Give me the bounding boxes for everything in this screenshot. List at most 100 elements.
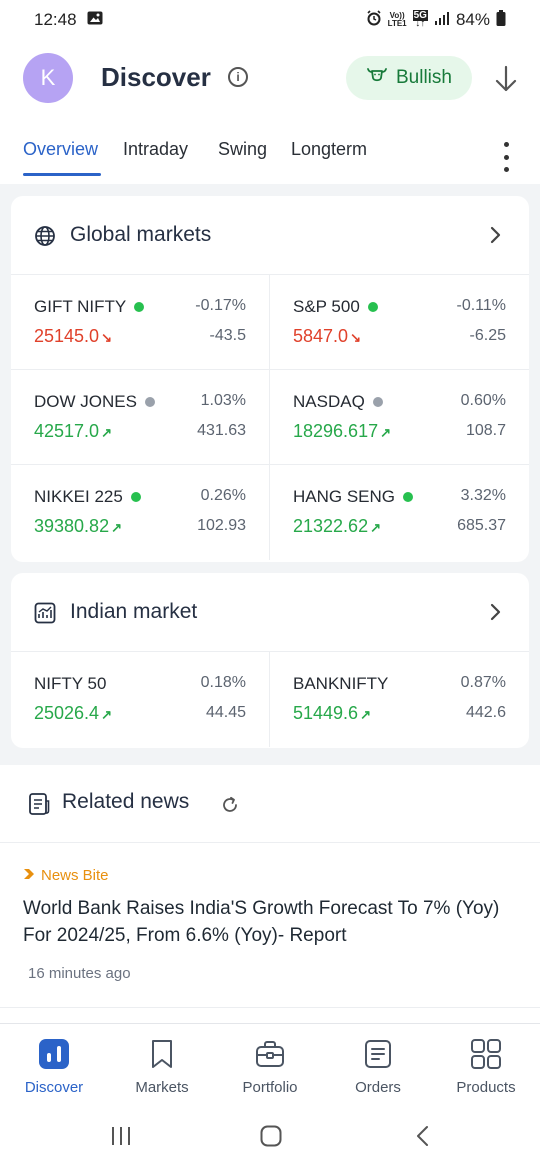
grid-icon bbox=[470, 1038, 502, 1070]
market-open-dot bbox=[403, 491, 414, 502]
status-time: 12:48 bbox=[34, 10, 77, 29]
market-open-dot bbox=[134, 301, 145, 312]
nav-discover[interactable]: Discover bbox=[0, 1038, 108, 1108]
market-cell-dow-jones[interactable]: DOW JONES 42517.0 ↗ 1.03% 431.63 bbox=[11, 370, 270, 465]
market-cell-gift-nifty[interactable]: GIFT NIFTY 25145.0 ↘ -0.17% -43.5 bbox=[11, 275, 270, 370]
indian-market-header[interactable]: Indian market bbox=[11, 573, 529, 652]
market-cell-banknifty[interactable]: BANKNIFTY 51449.6 ↗ 0.87% 442.6 bbox=[270, 652, 529, 747]
indian-market-title: Indian market bbox=[70, 600, 198, 623]
related-news-section: Related news News Bite World Bank Raises… bbox=[0, 765, 540, 1023]
network-gen-indicator: 5G ↓↑ bbox=[412, 10, 428, 29]
market-open-dot bbox=[367, 301, 378, 312]
divider bbox=[0, 1007, 540, 1008]
tab-swing[interactable]: Swing bbox=[218, 139, 268, 159]
trend-down-icon: ↘ bbox=[101, 330, 112, 345]
nav-portfolio[interactable]: Portfolio bbox=[216, 1038, 324, 1108]
market-abs-change: 44.45 bbox=[205, 704, 246, 721]
sentiment-label: Bullish bbox=[396, 67, 452, 88]
market-closed-dot bbox=[144, 396, 155, 407]
newspaper-icon bbox=[28, 792, 50, 816]
market-abs-change: 685.37 bbox=[457, 517, 506, 534]
market-pct-change: -0.17% bbox=[195, 297, 246, 314]
market-closed-dot bbox=[372, 396, 383, 407]
market-cell-sp500[interactable]: S&P 500 5847.0 ↘ -0.11% -6.25 bbox=[270, 275, 529, 370]
global-markets-header[interactable]: Global markets bbox=[11, 196, 529, 275]
trend-up-icon: ↗ bbox=[360, 707, 371, 722]
market-cell-hang-seng[interactable]: HANG SENG 21322.62 ↗ 3.32% 685.37 bbox=[270, 465, 529, 560]
nav-label: Discover bbox=[24, 1079, 84, 1096]
download-arrow-icon[interactable] bbox=[494, 64, 518, 94]
market-pct-change: 0.60% bbox=[460, 392, 506, 409]
market-price: 21322.62 bbox=[293, 516, 369, 536]
avatar-letter: K bbox=[40, 65, 56, 90]
chevron-right-icon[interactable] bbox=[485, 601, 505, 623]
tab-intraday[interactable]: Intraday bbox=[123, 139, 189, 159]
nav-label: Markets bbox=[135, 1079, 189, 1096]
info-icon[interactable]: i bbox=[228, 67, 248, 87]
avatar[interactable]: K bbox=[23, 53, 73, 103]
tab-overview[interactable]: Overview bbox=[23, 139, 99, 159]
market-pct-change: 0.18% bbox=[200, 674, 246, 691]
trend-up-icon: ↗ bbox=[101, 707, 112, 722]
globe-icon bbox=[34, 225, 56, 247]
market-cell-nifty50[interactable]: NIFTY 50 25026.4 ↗ 0.18% 44.45 bbox=[11, 652, 270, 747]
market-pct-change: 1.03% bbox=[200, 392, 246, 409]
market-row: GIFT NIFTY 25145.0 ↘ -0.17% -43.5 S&P 500… bbox=[11, 275, 529, 370]
tab-longterm[interactable]: Longterm bbox=[291, 139, 368, 159]
market-name: NASDAQ bbox=[293, 392, 365, 411]
market-pct-change: 3.32% bbox=[460, 487, 506, 504]
briefcase-icon bbox=[254, 1038, 286, 1070]
market-cell-nasdaq[interactable]: NASDAQ 18296.617 ↗ 0.60% 108.7 bbox=[270, 370, 529, 465]
market-price: 42517.0 bbox=[34, 421, 100, 441]
back-icon[interactable] bbox=[414, 1125, 432, 1152]
market-name: GIFT NIFTY bbox=[34, 297, 127, 316]
tab-bar: Overview Intraday Swing Longterm bbox=[0, 136, 540, 178]
trend-up-icon: ↗ bbox=[111, 520, 122, 535]
active-tab-indicator bbox=[23, 173, 101, 176]
market-price: 39380.82 bbox=[34, 516, 110, 536]
market-cell-nikkei[interactable]: NIKKEI 225 39380.82 ↗ 0.26% 102.93 bbox=[11, 465, 270, 560]
nav-orders[interactable]: Orders bbox=[324, 1038, 432, 1108]
market-abs-change: 442.6 bbox=[465, 704, 506, 721]
nav-label: Products bbox=[456, 1079, 516, 1096]
news-timestamp: 16 minutes ago bbox=[28, 965, 131, 982]
chevron-right-icon[interactable] bbox=[485, 224, 505, 246]
market-abs-change: -6.25 bbox=[469, 327, 506, 344]
nav-markets[interactable]: Markets bbox=[108, 1038, 216, 1108]
market-open-dot bbox=[130, 491, 141, 502]
global-markets-title: Global markets bbox=[70, 223, 212, 246]
market-price: 25026.4 bbox=[34, 703, 100, 723]
app-header: K Discover i Bullish Overview Intraday S… bbox=[0, 40, 540, 184]
market-price: 25145.0 bbox=[34, 326, 100, 346]
indian-market-card: Indian market NIFTY 50 25026.4 ↗ 0.18% 44… bbox=[11, 573, 529, 748]
recent-apps-icon[interactable] bbox=[110, 1125, 132, 1152]
market-name: S&P 500 bbox=[293, 297, 360, 316]
more-options-icon[interactable] bbox=[498, 142, 514, 172]
home-icon[interactable] bbox=[260, 1125, 282, 1152]
market-name: NIKKEI 225 bbox=[34, 487, 123, 506]
trend-up-icon: ↗ bbox=[370, 520, 381, 535]
refresh-icon[interactable] bbox=[221, 796, 239, 814]
stock-chart-icon bbox=[34, 602, 56, 624]
market-pct-change: 0.87% bbox=[460, 674, 506, 691]
market-price: 18296.617 bbox=[293, 421, 379, 441]
bookmark-icon bbox=[146, 1038, 178, 1070]
sentiment-chip[interactable]: Bullish bbox=[346, 56, 472, 100]
gallery-icon bbox=[87, 10, 103, 30]
market-name: NIFTY 50 bbox=[34, 674, 107, 693]
market-name: HANG SENG bbox=[293, 487, 396, 506]
volte-indicator: Vo)) LTE1 bbox=[387, 11, 407, 28]
battery-icon bbox=[496, 9, 506, 31]
market-name: BANKNIFTY bbox=[293, 674, 389, 693]
global-markets-card: Global markets GIFT NIFTY 25145.0 ↘ -0.17… bbox=[11, 196, 529, 562]
signal-icon bbox=[434, 10, 450, 30]
nav-products[interactable]: Products bbox=[432, 1038, 540, 1108]
trend-down-icon: ↘ bbox=[350, 330, 361, 345]
market-pct-change: -0.11% bbox=[456, 297, 506, 314]
news-tag-label: News Bite bbox=[41, 867, 109, 884]
market-abs-change: 431.63 bbox=[197, 422, 246, 439]
market-abs-change: -43.5 bbox=[209, 327, 246, 344]
bottom-navigation: Discover Markets Portfolio Orders Produc… bbox=[0, 1023, 540, 1170]
alarm-icon bbox=[366, 9, 382, 31]
related-news-header: Related news bbox=[0, 765, 540, 843]
